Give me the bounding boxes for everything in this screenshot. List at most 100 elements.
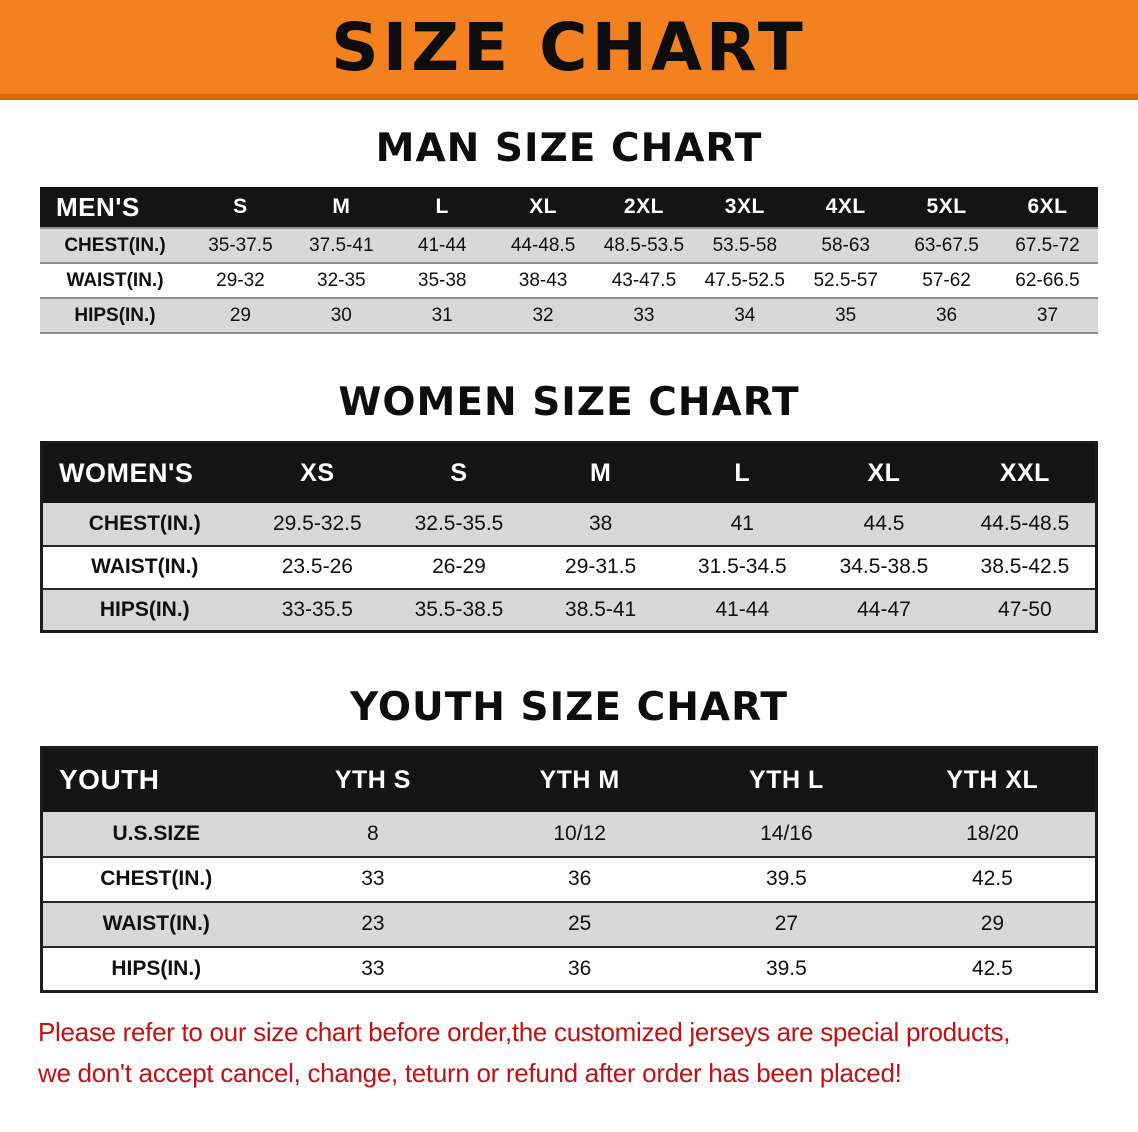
- women-section-title: WOMEN SIZE CHART: [338, 380, 800, 425]
- size-value-cell: 26-29: [432, 555, 486, 578]
- size-value-cell: 41-44: [715, 597, 770, 621]
- size-column-header: S: [388, 442, 530, 503]
- page-title: SIZE CHART: [331, 8, 807, 86]
- size-value-cell: 36: [567, 956, 592, 980]
- size-value-cell: 42.5: [971, 867, 1013, 890]
- youth-size-table: YOUTH YTH S YTH M YTH L YTH XL U.S.SIZE 8 10/12…: [40, 746, 1098, 993]
- table-row: HIPS(IN.) 29 30 31 32 33 34 35 36 37: [40, 298, 1098, 333]
- size-value-cell: 42.5: [971, 956, 1013, 980]
- size-value-cell: 38.5-41: [565, 597, 637, 621]
- disclaimer-line-2: we don't accept cancel, change, teturn o…: [38, 1058, 902, 1088]
- size-value-cell: 31: [431, 304, 453, 326]
- measurement-row-label: CHEST(IN.): [88, 511, 201, 535]
- table-row: CHEST(IN.) 29.5-32.5 32.5-35.5 38 41 44.5 44.5…: [41, 502, 1097, 546]
- size-value-cell: 47.5-52.5: [704, 269, 785, 291]
- size-value-cell: 52.5-57: [813, 269, 878, 291]
- table-row: HIPS(IN.) 33-35.5 35.5-38.5 38.5-41 41-44 44-…: [41, 588, 1097, 632]
- table-header-row: MEN'S S M L XL 2XL 3XL 4XL 5XL 6XL: [40, 187, 1098, 228]
- size-column-header: YTH XL: [889, 747, 1097, 812]
- table-row: WAIST(IN.) 29-32 32-35 35-38 38-43 43-47.5 47.…: [40, 263, 1098, 298]
- measurement-row-label: WAIST(IN.): [66, 269, 164, 291]
- size-value-cell: 37.5-41: [309, 234, 374, 256]
- size-column-header: S: [190, 187, 291, 228]
- size-value-cell: 29.5-32.5: [272, 511, 362, 535]
- size-column-header: 6XL: [997, 187, 1098, 228]
- size-value-cell: 33: [361, 956, 385, 980]
- size-value-cell: 29: [980, 912, 1005, 935]
- title-banner: SIZE CHART: [0, 0, 1138, 100]
- size-value-cell: 38.5-42.5: [980, 555, 1070, 578]
- size-column-header: M: [529, 442, 672, 503]
- table-row: HIPS(IN.) 33 36 39.5 42.5: [41, 946, 1097, 992]
- size-value-cell: 23: [361, 912, 385, 935]
- table-corner-label: WOMEN'S: [41, 442, 247, 503]
- measurement-row-label: HIPS(IN.): [111, 956, 202, 980]
- disclaimer-line-1: Please refer to our size chart before or…: [38, 1017, 1011, 1047]
- size-column-header: L: [671, 442, 814, 503]
- size-value-cell: 35: [835, 304, 857, 326]
- size-value-cell: 36: [567, 867, 592, 890]
- measurement-row-label: WAIST(IN.): [91, 555, 199, 578]
- men-section-title: MAN SIZE CHART: [375, 126, 763, 171]
- women-size-table: WOMEN'S XS S M L XL XXL CHEST(IN.) 29.5-32.5 32.5…: [40, 441, 1098, 633]
- size-value-cell: 27: [774, 912, 799, 935]
- measurement-row-label: HIPS(IN.): [99, 597, 190, 621]
- size-value-cell: 32.5-35.5: [414, 511, 504, 535]
- size-value-cell: 33: [633, 304, 655, 326]
- size-value-cell: 35-37.5: [208, 234, 273, 256]
- size-value-cell: 58-63: [821, 234, 870, 256]
- size-value-cell: 31.5-34.5: [697, 555, 787, 578]
- size-value-cell: 39.5: [765, 956, 807, 980]
- size-column-header: XS: [246, 442, 389, 503]
- size-value-cell: 32-35: [317, 269, 366, 291]
- table-row: CHEST(IN.) 35-37.5 37.5-41 41-44 44-48.5 48.5…: [40, 228, 1098, 263]
- size-value-cell: 23.5-26: [281, 555, 353, 578]
- size-value-cell: 29: [229, 304, 251, 326]
- size-value-cell: 44.5: [863, 511, 905, 535]
- size-column-header: XL: [813, 442, 955, 503]
- size-column-header: YTH M: [476, 747, 683, 812]
- size-value-cell: 34.5-38.5: [839, 555, 929, 578]
- size-value-cell: 10/12: [553, 821, 606, 845]
- table-row: WAIST(IN.) 23 25 27 29: [41, 901, 1097, 947]
- measurement-row-label: U.S.SIZE: [112, 821, 201, 845]
- size-value-cell: 39.5: [765, 867, 807, 890]
- size-value-cell: 35.5-38.5: [414, 597, 504, 621]
- women-size-section: WOMEN SIZE CHART WOMEN'S XS S M L XL XXL CHEST(…: [0, 334, 1138, 633]
- size-value-cell: 33-35.5: [281, 597, 353, 621]
- size-column-header: YTH L: [683, 747, 890, 812]
- size-value-cell: 38: [588, 511, 613, 535]
- men-size-table: MEN'S S M L XL 2XL 3XL 4XL 5XL 6XL CHEST(IN.) 35-37…: [40, 187, 1098, 334]
- measurement-row-label: CHEST(IN.): [64, 234, 166, 256]
- disclaimer: Please refer to our size chart before or…: [0, 1017, 1138, 1089]
- size-value-cell: 18/20: [966, 821, 1019, 845]
- table-row: U.S.SIZE 8 10/12 14/16 18/20: [41, 811, 1097, 857]
- size-value-cell: 25: [567, 912, 592, 935]
- size-value-cell: 30: [330, 304, 352, 326]
- size-value-cell: 48.5-53.5: [603, 234, 685, 256]
- size-column-header: M: [290, 187, 392, 228]
- youth-size-section: YOUTH SIZE CHART YOUTH YTH S YTH M YTH L YTH…: [0, 633, 1138, 993]
- size-value-cell: 41-44: [417, 234, 467, 256]
- youth-section-title: YOUTH SIZE CHART: [350, 685, 788, 730]
- size-column-header: 5XL: [896, 187, 997, 228]
- size-value-cell: 33: [361, 867, 385, 890]
- table-header-row: YOUTH YTH S YTH M YTH L YTH XL: [41, 747, 1097, 812]
- size-value-cell: 53.5-58: [712, 234, 778, 256]
- size-column-header: 4XL: [795, 187, 897, 228]
- size-value-cell: 29-31.5: [565, 555, 637, 578]
- table-row: CHEST(IN.) 33 36 39.5 42.5: [41, 856, 1097, 902]
- size-value-cell: 57-62: [922, 269, 971, 291]
- size-value-cell: 43-47.5: [611, 269, 677, 291]
- men-size-section: MAN SIZE CHART MEN'S S M L XL 2XL 3XL 4XL 5XL 6XL…: [0, 100, 1138, 334]
- size-value-cell: 44-48.5: [510, 234, 576, 256]
- size-value-cell: 34: [734, 304, 756, 326]
- size-value-cell: 63-67.5: [914, 234, 979, 256]
- size-value-cell: 44-47: [857, 597, 911, 621]
- size-value-cell: 36: [935, 304, 958, 326]
- size-column-header: XL: [492, 187, 594, 228]
- size-column-header: YTH S: [269, 747, 477, 812]
- size-chart-page: SIZE CHART MAN SIZE CHART MEN'S S M L XL 2XL 3…: [0, 0, 1138, 1089]
- measurement-row-label: CHEST(IN.): [100, 867, 213, 890]
- size-value-cell: 44.5-48.5: [980, 511, 1070, 535]
